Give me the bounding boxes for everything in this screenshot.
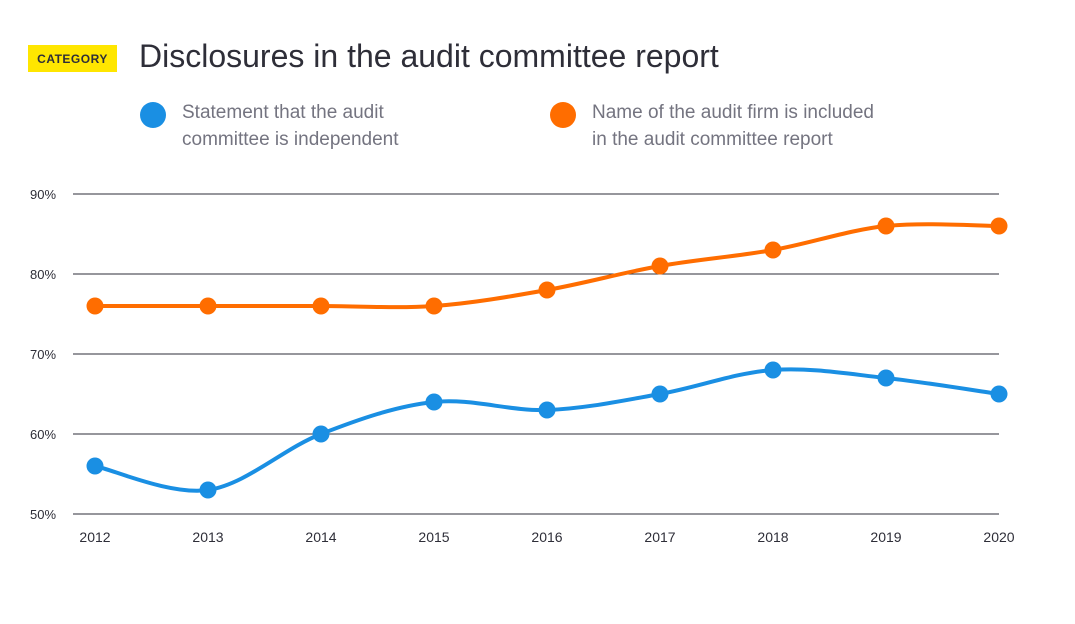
data-point-blue bbox=[425, 393, 443, 411]
legend-label-blue: Statement that the audit committee is in… bbox=[182, 99, 522, 153]
data-point-orange bbox=[990, 217, 1008, 235]
data-point-orange bbox=[651, 257, 669, 275]
y-tick-label: 60% bbox=[30, 427, 56, 442]
legend-label-blue-line2: committee is independent bbox=[182, 129, 399, 150]
data-point-orange bbox=[538, 281, 556, 299]
x-tick-label: 2020 bbox=[983, 529, 1014, 545]
data-point-blue bbox=[764, 361, 782, 379]
x-tick-label: 2015 bbox=[418, 529, 449, 545]
x-tick-label: 2013 bbox=[192, 529, 223, 545]
category-badge: CATEGORY bbox=[28, 45, 117, 72]
data-point-blue bbox=[86, 457, 104, 475]
legend-item-orange: Name of the audit firm is included in th… bbox=[550, 99, 932, 153]
data-point-blue bbox=[990, 385, 1008, 403]
y-tick-label: 70% bbox=[30, 347, 56, 362]
legend-item-blue: Statement that the audit committee is in… bbox=[140, 99, 522, 153]
legend-label-orange: Name of the audit firm is included in th… bbox=[592, 99, 932, 153]
legend-marker-blue bbox=[140, 102, 166, 128]
data-point-blue bbox=[199, 481, 217, 499]
y-tick-label: 90% bbox=[30, 187, 56, 202]
series-line-blue bbox=[93, 367, 1001, 493]
data-point-blue bbox=[538, 401, 556, 419]
data-point-orange bbox=[86, 297, 104, 315]
data-point-orange bbox=[877, 217, 895, 235]
data-point-orange bbox=[425, 297, 443, 315]
chart-title: Disclosures in the audit committee repor… bbox=[139, 38, 719, 74]
data-point-blue bbox=[312, 425, 330, 443]
x-tick-label: 2014 bbox=[305, 529, 336, 545]
legend-marker-orange bbox=[550, 102, 576, 128]
x-tick-label: 2017 bbox=[644, 529, 675, 545]
data-point-blue bbox=[877, 369, 895, 387]
y-tick-label: 50% bbox=[30, 507, 56, 522]
legend-label-blue-line1: Statement that the audit bbox=[182, 102, 384, 123]
data-point-orange bbox=[764, 241, 782, 259]
x-tick-label: 2016 bbox=[531, 529, 562, 545]
x-tick-label: 2012 bbox=[79, 529, 110, 545]
legend-label-orange-line2: in the audit committee report bbox=[592, 129, 833, 150]
legend-label-orange-line1: Name of the audit firm is included bbox=[592, 102, 874, 123]
y-tick-label: 80% bbox=[30, 267, 56, 282]
data-point-orange bbox=[312, 297, 330, 315]
x-tick-label: 2019 bbox=[870, 529, 901, 545]
data-point-blue bbox=[651, 385, 669, 403]
x-tick-label: 2018 bbox=[757, 529, 788, 545]
data-point-orange bbox=[199, 297, 217, 315]
